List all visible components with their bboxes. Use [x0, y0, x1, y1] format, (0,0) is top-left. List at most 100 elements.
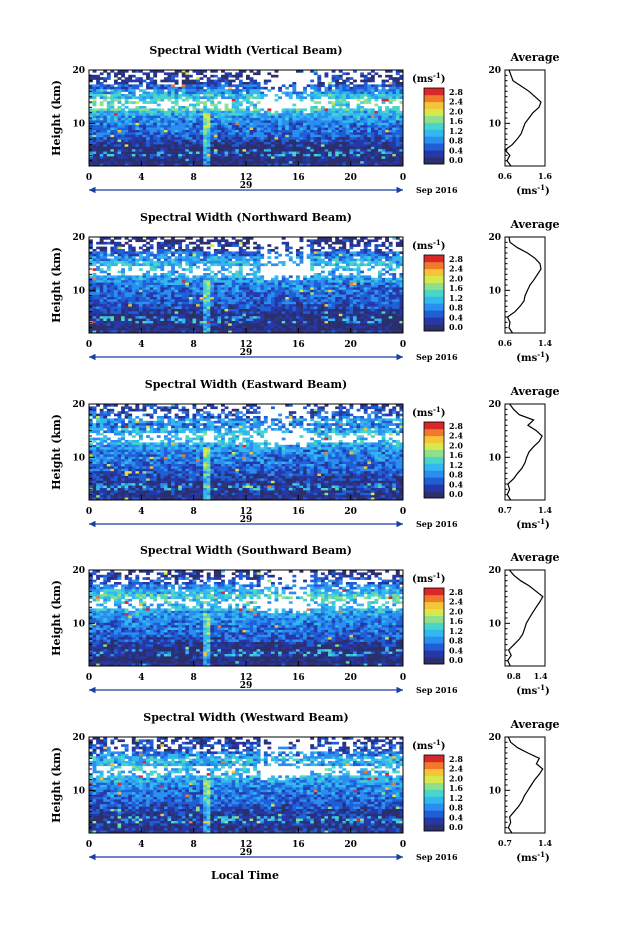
- colorbar-tick: 0.4: [449, 145, 463, 155]
- x-tick-label: 20: [344, 507, 357, 517]
- average-title: Average: [509, 718, 559, 731]
- colorbar-tick: 1.6: [449, 116, 463, 126]
- colorbar-unit: (ms-1): [412, 405, 445, 419]
- panel-4: Spectral Width (Southward Beam) Height (k…: [50, 544, 560, 697]
- x-tick-label: 0: [86, 507, 92, 517]
- colorbar-tick: 0.4: [449, 812, 463, 822]
- average-unit: (ms-1): [516, 683, 549, 697]
- x-tick-label: 0: [400, 173, 406, 183]
- x-tick-label: 4: [138, 173, 144, 183]
- x-tick-label: 0: [86, 673, 92, 683]
- x-tick-label: 4: [138, 673, 144, 683]
- x-tick-label: 16: [292, 173, 305, 183]
- colorbar-tick: 1.6: [449, 783, 463, 793]
- month-label: Sep 2016: [416, 352, 458, 362]
- colorbar-tick: 0.0: [449, 322, 463, 332]
- average-y-tick: 10: [488, 286, 501, 296]
- month-label: Sep 2016: [416, 852, 458, 862]
- colorbar-tick: 2.0: [449, 606, 463, 616]
- colorbar-tick: 1.6: [449, 283, 463, 293]
- colorbar-tick: 1.2: [449, 626, 463, 636]
- y-tick-label: 10: [72, 119, 85, 129]
- colorbar-tick: 1.6: [449, 616, 463, 626]
- x-tick-label: 4: [138, 340, 144, 350]
- average-profile: Average 20 10 0.6 1.4 (ms-1): [488, 218, 559, 364]
- colorbar-tick: 0.8: [449, 803, 463, 813]
- day-label: 29: [240, 681, 253, 691]
- average-title: Average: [509, 51, 559, 64]
- panel-2: Spectral Width (Northward Beam) Height (k…: [50, 211, 560, 364]
- colorbar-tick: 2.4: [449, 597, 463, 607]
- panel-title: Spectral Width (Southward Beam): [140, 544, 352, 557]
- colorbar-tick: 0.8: [449, 303, 463, 313]
- y-tick-label: 10: [72, 786, 85, 796]
- colorbar-tick: 0.8: [449, 636, 463, 646]
- average-x-tick: 0.6: [498, 338, 512, 348]
- colorbar-tick: 1.2: [449, 126, 463, 136]
- month-label: Sep 2016: [416, 685, 458, 695]
- day-label: 29: [240, 181, 253, 191]
- colorbar-tick: 2.8: [449, 754, 463, 764]
- colorbar-tick: 0.0: [449, 655, 463, 665]
- x-tick-label: 0: [400, 340, 406, 350]
- average-y-tick: 20: [488, 733, 501, 743]
- y-tick-label: 10: [72, 286, 85, 296]
- colorbar-tick: 0.0: [449, 489, 463, 499]
- colorbar-tick: 1.6: [449, 450, 463, 460]
- x-tick-label: 8: [191, 840, 197, 850]
- colorbar-tick: 2.4: [449, 264, 463, 274]
- x-tick-label: 0: [400, 840, 406, 850]
- average-unit: (ms-1): [516, 517, 549, 531]
- x-tick-label: 0: [400, 507, 406, 517]
- average-unit: (ms-1): [516, 350, 549, 364]
- y-tick-label: 10: [72, 453, 85, 463]
- panel-title: Spectral Width (Eastward Beam): [145, 378, 347, 391]
- colorbar-tick: 0.8: [449, 136, 463, 146]
- average-y-tick: 20: [488, 400, 501, 410]
- x-tick-label: 0: [86, 340, 92, 350]
- x-tick-label: 20: [344, 340, 357, 350]
- panel-5: Spectral Width (Westward Beam) Height (km…: [50, 711, 560, 864]
- average-y-tick: 20: [488, 66, 501, 76]
- average-x-tick: 1.6: [538, 171, 552, 181]
- average-line: [506, 236, 542, 334]
- colorbar: [423, 254, 445, 332]
- colorbar-tick: 2.4: [449, 97, 463, 107]
- colorbar-tick: 2.0: [449, 440, 463, 450]
- average-y-tick: 10: [488, 119, 501, 129]
- colorbar-tick: 2.4: [449, 431, 463, 441]
- heatmap-cells: [89, 737, 404, 834]
- colorbar-unit: (ms-1): [412, 571, 445, 585]
- colorbar-tick: 2.0: [449, 106, 463, 116]
- average-unit: (ms-1): [516, 183, 549, 197]
- x-tick-label: 0: [86, 840, 92, 850]
- panel-title: Spectral Width (Northward Beam): [140, 211, 352, 224]
- colorbar: [423, 421, 445, 499]
- colorbar-tick: 2.4: [449, 764, 463, 774]
- average-line: [507, 569, 544, 667]
- colorbar-tick: 2.8: [449, 421, 463, 431]
- y-axis-label: Height (km): [50, 747, 63, 823]
- average-x-tick: 0.7: [498, 505, 512, 515]
- colorbar-tick: 0.0: [449, 822, 463, 832]
- average-profile: Average 20 10 0.6 1.6 (ms-1): [488, 51, 559, 197]
- average-x-tick: 0.7: [498, 838, 512, 848]
- colorbar-tick: 2.0: [449, 773, 463, 783]
- colorbar-tick: 2.8: [449, 87, 463, 97]
- y-axis-label: Height (km): [50, 580, 63, 656]
- heatmap-cells: [89, 570, 404, 667]
- x-tick-label: 20: [344, 840, 357, 850]
- x-tick-label: 12: [240, 673, 253, 683]
- month-label: Sep 2016: [416, 185, 458, 195]
- average-x-tick: 1.4: [534, 671, 548, 681]
- average-x-tick: 0.6: [498, 171, 512, 181]
- average-frame: [504, 569, 546, 667]
- colorbar-tick: 1.2: [449, 293, 463, 303]
- average-profile: Average 20 10 0.7 1.4 (ms-1): [488, 385, 559, 531]
- y-axis-label: Height (km): [50, 247, 63, 323]
- y-tick-label: 20: [72, 566, 85, 576]
- x-tick-label: 8: [191, 673, 197, 683]
- colorbar: [423, 87, 445, 165]
- heatmap-cells: [89, 404, 404, 501]
